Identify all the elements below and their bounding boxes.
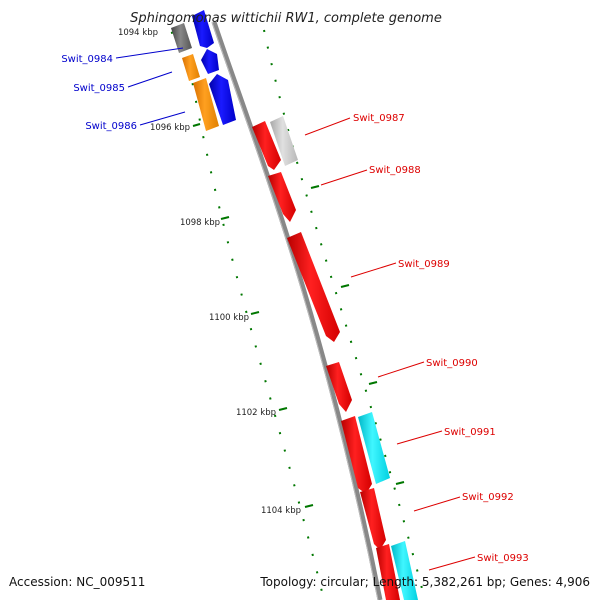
leader-swit-0989	[350, 262, 397, 278]
gene-labels: Swit_0984 Swit_0985 Swit_0986 Swit_0987 …	[61, 54, 528, 564]
gene-label-swit-0986[interactable]: Swit_0986	[85, 121, 137, 132]
gene-swit-0987-gray	[270, 116, 298, 166]
gene-label-swit-0992[interactable]: Swit_0992	[462, 492, 514, 503]
gene-swit-0993-cyan	[391, 541, 418, 600]
tick-label: 1096 kbp	[150, 123, 190, 133]
gene-swit-0983	[171, 23, 192, 53]
gene-swit-0989	[287, 232, 340, 342]
leader-swit-0986	[139, 111, 186, 126]
gene-label-swit-0984[interactable]: Swit_0984	[61, 54, 113, 65]
tick-label: 1094 kbp	[118, 28, 158, 38]
leader-swit-0991	[396, 430, 443, 445]
accession-text: Accession: NC_009511	[9, 575, 145, 589]
gene-swit-0990	[326, 362, 352, 412]
major-tick	[278, 407, 288, 411]
gene-swit-0992	[360, 488, 386, 550]
tick-labels: 1094 kbp 1096 kbp 1098 kbp 1100 kbp 1102…	[118, 28, 301, 516]
gene-swit-0985	[209, 74, 236, 125]
gene-swit-0984	[182, 54, 200, 81]
leader-swit-0992	[413, 496, 461, 512]
tick-label: 1100 kbp	[209, 313, 249, 323]
major-tick	[250, 311, 260, 315]
gene-features	[171, 10, 418, 600]
leader-swit-0987	[304, 117, 351, 136]
gene-swit-0991-cyan	[358, 412, 390, 484]
topology-text: Topology: circular; Length: 5,382,261 bp…	[259, 575, 590, 589]
gene-label-swit-0985[interactable]: Swit_0985	[73, 83, 125, 94]
leader-swit-0988	[320, 169, 368, 186]
gene-label-swit-0993[interactable]: Swit_0993	[477, 553, 529, 564]
gene-swit-0984-partner	[201, 49, 219, 74]
leader-swit-0993	[428, 556, 476, 571]
genome-title: Sphingomonas wittichii RW1, complete gen…	[130, 11, 442, 26]
leader-swit-0984	[115, 47, 184, 59]
outer-tick	[340, 284, 350, 288]
gene-label-swit-0989[interactable]: Swit_0989	[398, 259, 450, 270]
outer-tick	[310, 185, 320, 189]
tick-label: 1104 kbp	[261, 506, 301, 516]
gene-label-swit-0988[interactable]: Swit_0988	[369, 165, 421, 176]
gene-swit-0993	[376, 544, 400, 600]
leader-lines	[115, 47, 476, 571]
gene-swit-0987	[252, 121, 281, 170]
gene-label-swit-0991[interactable]: Swit_0991	[444, 427, 496, 438]
major-ticks	[170, 30, 405, 508]
outer-tick	[395, 481, 405, 485]
major-tick	[220, 216, 230, 220]
gene-swit-0986	[193, 78, 219, 131]
gene-label-swit-0990[interactable]: Swit_0990	[426, 358, 478, 369]
leader-swit-0990	[377, 361, 425, 378]
gene-swit-0988	[268, 172, 296, 222]
gene-swit-0983-partner	[192, 10, 214, 48]
major-tick	[192, 123, 201, 127]
gene-label-swit-0987[interactable]: Swit_0987	[353, 113, 405, 124]
leader-swit-0985	[127, 71, 173, 88]
gene-swit-0991	[341, 416, 372, 494]
tick-label: 1098 kbp	[180, 218, 220, 228]
major-tick	[304, 504, 314, 508]
backbone-highlight	[211, 21, 379, 600]
outer-tick	[368, 381, 378, 385]
tick-label: 1102 kbp	[236, 408, 276, 418]
